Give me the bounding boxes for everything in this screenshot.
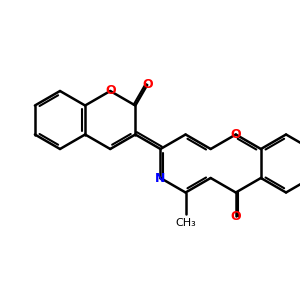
Text: O: O [142, 78, 152, 92]
Text: O: O [230, 128, 241, 141]
Text: N: N [155, 172, 166, 184]
Text: O: O [105, 85, 116, 98]
Text: O: O [230, 210, 241, 223]
Text: CH₃: CH₃ [175, 218, 196, 228]
